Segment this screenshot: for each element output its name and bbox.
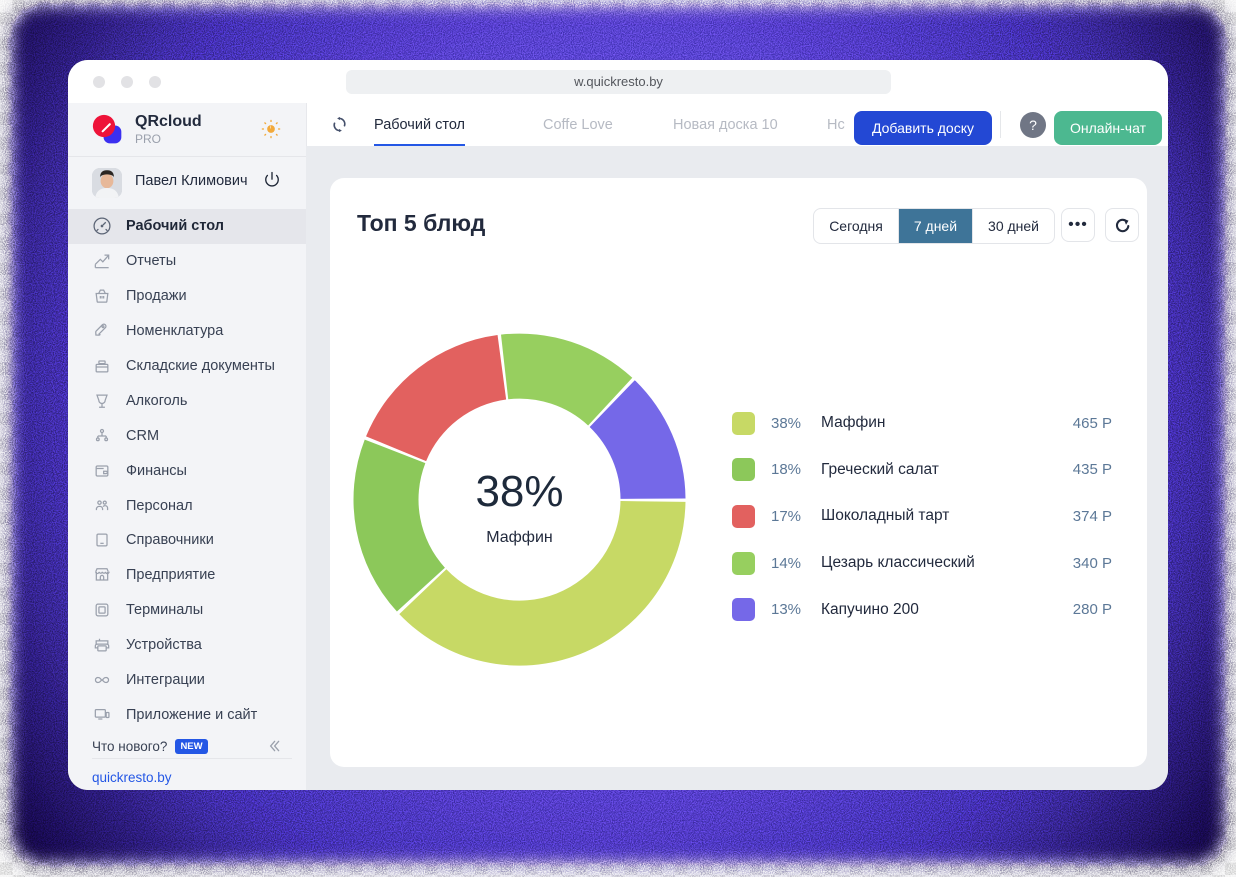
svg-text:Маффин: Маффин — [486, 529, 553, 546]
svg-text:38%: 38% — [475, 467, 563, 516]
